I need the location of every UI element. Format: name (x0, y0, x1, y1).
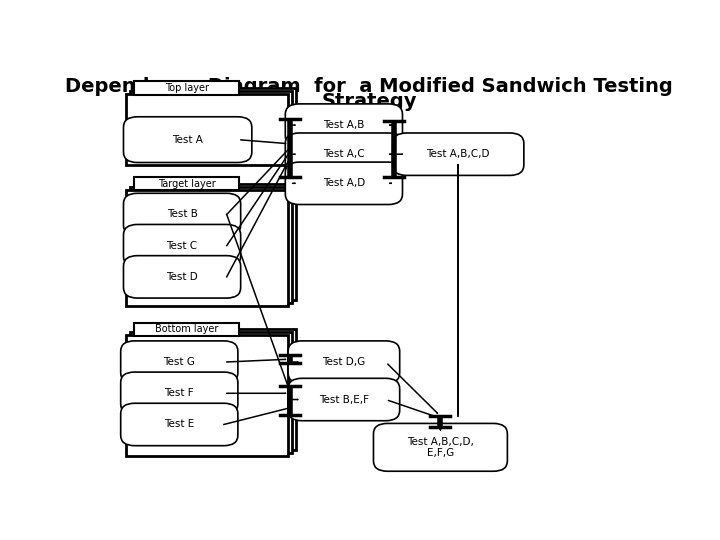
FancyBboxPatch shape (285, 162, 402, 205)
Text: Test D: Test D (166, 272, 198, 282)
FancyBboxPatch shape (285, 133, 402, 176)
Text: Test A,B,C,D,
E,F,G: Test A,B,C,D, E,F,G (407, 436, 474, 458)
Text: Test E: Test E (164, 420, 194, 429)
Text: Test F: Test F (164, 388, 194, 399)
Bar (134, 177, 239, 191)
Bar (126, 335, 288, 456)
FancyBboxPatch shape (285, 104, 402, 146)
Text: Top layer: Top layer (165, 83, 209, 93)
FancyBboxPatch shape (392, 133, 524, 176)
Bar (134, 82, 239, 94)
Bar (130, 91, 292, 161)
Text: Test B: Test B (166, 210, 197, 219)
Text: Test A,B: Test A,B (323, 120, 364, 130)
Bar (134, 88, 296, 159)
FancyBboxPatch shape (374, 423, 508, 471)
FancyBboxPatch shape (121, 372, 238, 415)
FancyBboxPatch shape (124, 193, 240, 235)
Bar (126, 94, 288, 165)
FancyBboxPatch shape (121, 403, 238, 446)
Text: Strategy: Strategy (321, 92, 417, 111)
Text: Dependency Diagram  for  a Modified Sandwich Testing: Dependency Diagram for a Modified Sandwi… (65, 77, 673, 96)
FancyBboxPatch shape (124, 255, 240, 298)
Bar (126, 190, 288, 306)
Text: Test A,B,C,D: Test A,B,C,D (426, 149, 490, 159)
Text: Test B,E,F: Test B,E,F (319, 395, 369, 404)
Bar (130, 187, 292, 303)
Text: Bottom layer: Bottom layer (155, 324, 218, 334)
Text: Test D,G: Test D,G (323, 357, 366, 367)
Bar (130, 332, 292, 453)
Bar (134, 322, 239, 336)
FancyBboxPatch shape (121, 341, 238, 383)
FancyBboxPatch shape (124, 225, 240, 267)
Text: Test A: Test A (172, 134, 203, 145)
Text: Test A,C: Test A,C (323, 149, 365, 159)
Bar (134, 184, 296, 300)
Text: Target layer: Target layer (158, 179, 215, 188)
Text: Test A,D: Test A,D (323, 178, 365, 188)
FancyBboxPatch shape (288, 341, 400, 383)
Text: Test C: Test C (166, 241, 197, 251)
Text: Test G: Test G (163, 357, 195, 367)
FancyBboxPatch shape (124, 117, 252, 163)
Bar (134, 329, 296, 450)
FancyBboxPatch shape (288, 379, 400, 421)
